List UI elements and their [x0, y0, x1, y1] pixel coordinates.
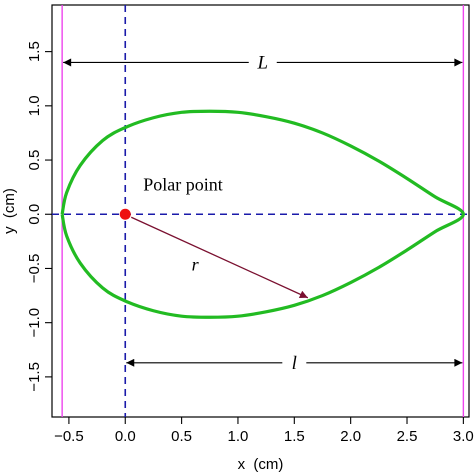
dimension-L-label: L: [256, 52, 268, 73]
r-vector-label: r: [192, 255, 200, 275]
plot-frame: [51, 4, 470, 418]
x-tick-label: 0.0: [115, 428, 136, 445]
y-axis-ticks: −1.5 −1.0 −0.5 0.0 0.5 1.0 1.5: [26, 41, 52, 392]
x-tick-label: −0.5: [54, 428, 84, 445]
polar-point-marker: [119, 208, 131, 220]
r-vector-arrow: [130, 216, 309, 299]
teardrop-curve: [60, 109, 465, 319]
x-tick-label: 1.0: [228, 428, 249, 445]
x-tick-label: 0.5: [171, 428, 192, 445]
y-axis-title: y (cm): [1, 188, 18, 234]
dimension-L-gap: [248, 54, 277, 71]
dimension-annotations: L l: [63, 52, 463, 374]
y-tick-label: 0.0: [26, 204, 43, 225]
y-tick-label: −0.5: [26, 254, 43, 284]
dimension-l-gap: [282, 354, 307, 371]
y-tick-label: 0.5: [26, 150, 43, 171]
y-tick-label: 1.0: [26, 95, 43, 116]
x-axis-ticks: −0.5 0.0 0.5 1.0 1.5 2.0 2.5 3.0: [54, 417, 474, 445]
y-tick-label: −1.0: [26, 308, 43, 338]
x-tick-label: 2.5: [397, 428, 418, 445]
y-tick-label: −1.5: [26, 362, 43, 392]
x-tick-label: 2.0: [340, 428, 361, 445]
x-tick-label: 1.5: [284, 428, 305, 445]
y-tick-label: 1.5: [26, 41, 43, 62]
x-tick-label: 3.0: [453, 428, 474, 445]
dimension-l-label: l: [292, 353, 297, 374]
x-axis-title: x (cm): [238, 456, 284, 473]
polar-point-label: Polar point: [143, 174, 223, 194]
